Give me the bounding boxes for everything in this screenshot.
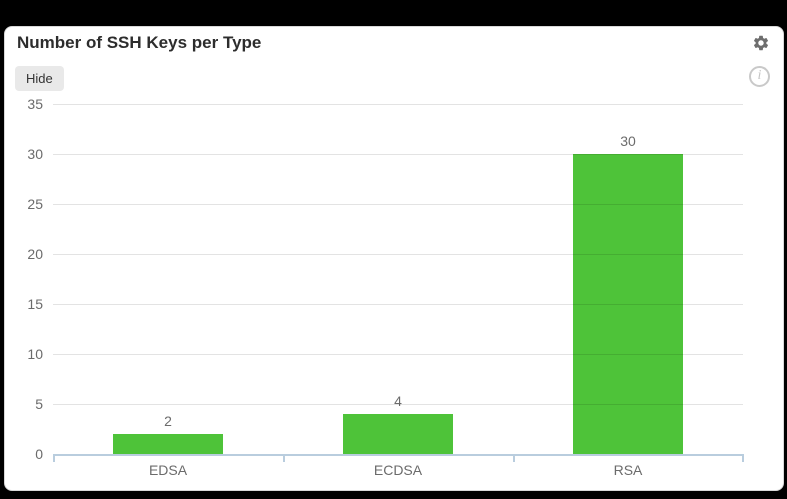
widget-title: Number of SSH Keys per Type <box>17 33 262 52</box>
y-axis-label: 15 <box>27 296 43 312</box>
bar-ecdsa <box>343 414 453 454</box>
x-axis-tick <box>742 454 744 462</box>
x-axis-label: RSA <box>613 462 643 478</box>
bar-value-label: 4 <box>394 393 402 409</box>
info-icon[interactable]: i <box>749 66 770 87</box>
x-axis-line <box>53 454 744 456</box>
bar-value-label: 2 <box>164 413 172 429</box>
y-axis-label: 25 <box>27 196 43 212</box>
settings-gear-icon[interactable] <box>752 34 770 52</box>
x-axis-label: EDSA <box>148 462 188 478</box>
gridline <box>53 304 743 305</box>
y-axis-label: 5 <box>35 396 43 412</box>
plot-area: 0 5 10 15 20 25 30 35 2 EDSA 4 ECDSA 30 RSA <box>27 96 744 478</box>
hide-button[interactable]: Hide <box>15 66 64 91</box>
gridline <box>53 354 743 355</box>
chart-widget-card: Number of SSH Keys per Type i Hide 0 5 10 1… <box>4 26 784 491</box>
gridline <box>53 254 743 255</box>
x-axis-tick <box>513 454 515 462</box>
gridline <box>53 404 743 405</box>
y-axis-label: 35 <box>27 96 43 112</box>
y-axis-label: 0 <box>35 446 43 462</box>
y-axis-label: 10 <box>27 346 43 362</box>
bar-edsa <box>113 434 223 454</box>
bar-rsa <box>573 154 683 454</box>
x-axis-tick <box>283 454 285 462</box>
bar-value-label: 30 <box>620 133 636 149</box>
x-axis-tick <box>53 454 55 462</box>
gridline <box>53 204 743 205</box>
y-axis-label: 20 <box>27 246 43 262</box>
gridline <box>53 154 743 155</box>
x-axis-label: ECDSA <box>373 462 423 478</box>
gridline <box>53 104 743 105</box>
y-axis-label: 30 <box>27 146 43 162</box>
